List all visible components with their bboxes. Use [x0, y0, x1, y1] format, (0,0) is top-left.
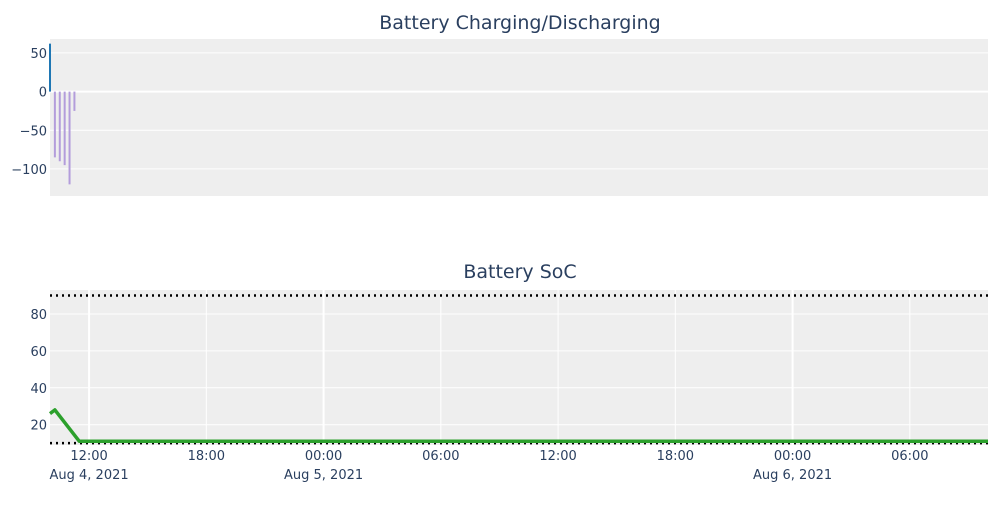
- charging-plot-area: [50, 39, 988, 196]
- x-tick-date-label: Aug 5, 2021: [284, 468, 363, 483]
- x-tick-label: 12:00: [539, 449, 576, 464]
- x-tick-date-label: Aug 6, 2021: [753, 468, 832, 483]
- x-tick-label: 00:00: [305, 449, 342, 464]
- y-tick-label: −50: [20, 124, 47, 139]
- x-tick-label: 00:00: [774, 449, 811, 464]
- x-tick-label: 06:00: [422, 449, 459, 464]
- y-tick-label: 20: [30, 419, 47, 434]
- y-tick-label: 80: [30, 308, 47, 323]
- x-tick-label: 18:00: [657, 449, 694, 464]
- soc-plot-area: [50, 290, 988, 445]
- x-tick-label: 06:00: [891, 449, 928, 464]
- charging-chart-title: Battery Charging/Discharging: [379, 12, 661, 34]
- x-tick-label: 12:00: [70, 449, 107, 464]
- y-tick-label: 40: [30, 382, 47, 397]
- x-tick-date-label: Aug 4, 2021: [50, 468, 129, 483]
- y-tick-label: 60: [30, 345, 47, 360]
- soc-chart-title: Battery SoC: [463, 261, 576, 283]
- charging-chart: 50 0 −50 −100 Battery Charging/Discharging: [11, 12, 988, 196]
- y-tick-label: 50: [30, 47, 47, 62]
- y-tick-label: −100: [11, 163, 47, 178]
- x-tick-label: 18:00: [188, 449, 225, 464]
- y-tick-label: 0: [39, 86, 47, 101]
- soc-line: [48, 408, 988, 444]
- soc-chart: 80 60 40 20 12:00 Aug 4, 2021 18:00 00:00 Aug 5…: [30, 261, 988, 483]
